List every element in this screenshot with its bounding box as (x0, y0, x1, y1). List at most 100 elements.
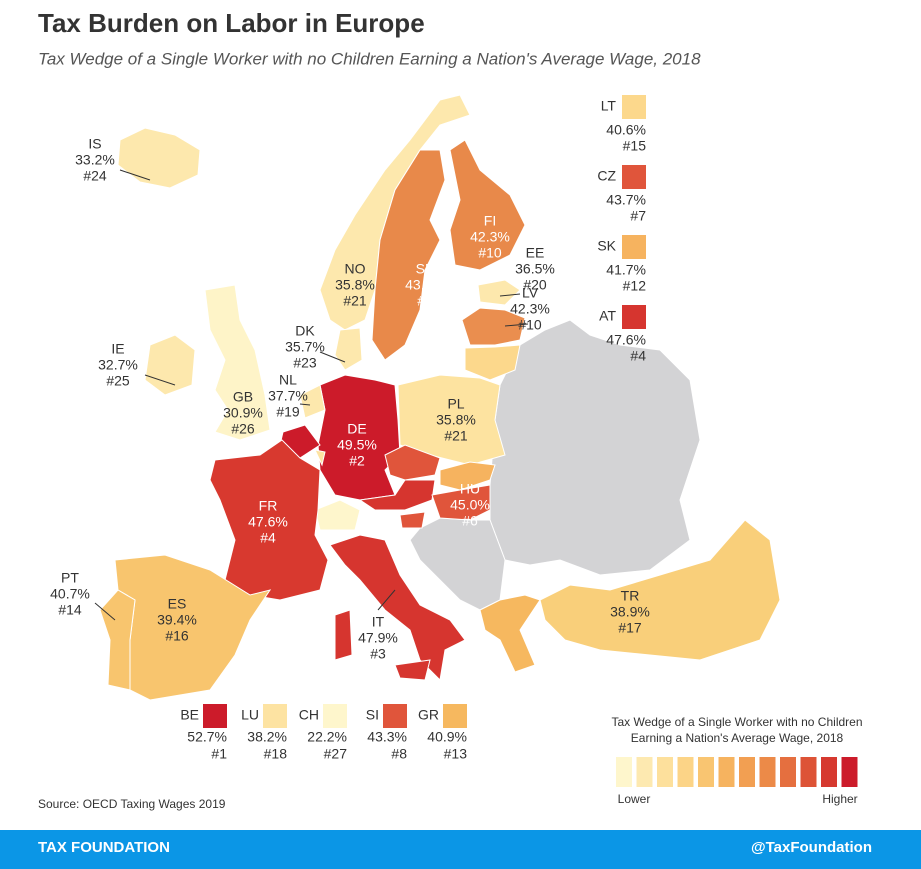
inset-rank: #13 (444, 746, 468, 762)
country-value: 32.7% (98, 357, 138, 373)
inset-swatch (263, 704, 287, 728)
iceland (117, 127, 201, 189)
legend-swatch (780, 757, 796, 787)
country-value: 42.3% (470, 229, 510, 245)
country-code: IE (111, 341, 124, 357)
inset-rank: #15 (623, 138, 647, 154)
country-value: 39.4% (157, 612, 197, 628)
country-value: 33.2% (75, 152, 115, 168)
country-code: SE (416, 261, 435, 277)
country-rank: #4 (260, 530, 276, 546)
country-rank: #17 (618, 620, 642, 636)
country-value: 47.9% (358, 630, 398, 646)
inset-code: LU (241, 707, 259, 723)
inset-rank: #27 (324, 746, 348, 762)
inset-swatch (622, 305, 646, 329)
inset-rank: #7 (630, 208, 646, 224)
country-rank: #10 (518, 317, 542, 333)
country-value: 45.0% (450, 497, 490, 513)
country-rank: #14 (58, 602, 82, 618)
finland (449, 139, 526, 271)
country-rank: #10 (478, 245, 502, 261)
inset-rank: #1 (211, 746, 227, 762)
netherlands (299, 384, 326, 419)
country-code: ES (168, 596, 187, 612)
estonia (477, 279, 521, 306)
country-code: IS (88, 136, 101, 152)
country-value: 35.7% (285, 339, 325, 355)
turkey (539, 519, 781, 661)
legend: Tax Wedge of a Single Worker with no Chi… (611, 715, 862, 806)
denmark (334, 327, 363, 371)
legend-swatch (657, 757, 673, 787)
france (209, 439, 329, 601)
legend-swatch (800, 757, 817, 787)
country-value: 36.5% (515, 261, 555, 277)
legend-title: Tax Wedge of a Single Worker with no Chi… (611, 715, 862, 729)
inset-swatch (622, 165, 646, 189)
non-oecd-balkans (409, 517, 506, 611)
legend-title: Earning a Nation's Average Wage, 2018 (631, 731, 844, 745)
inset-swatch (622, 235, 646, 259)
slovenia (399, 511, 426, 529)
country-value: 30.9% (223, 405, 263, 421)
inset-code: SI (366, 707, 379, 723)
inset-rank: #8 (391, 746, 407, 762)
leader-line (504, 323, 529, 327)
legend-swatch (718, 757, 735, 787)
inset-swatch (622, 95, 646, 119)
country-code: PL (447, 396, 464, 412)
italy (329, 534, 466, 682)
inset-value: 52.7% (187, 729, 227, 745)
subtitle: Tax Wedge of a Single Worker with no Chi… (38, 49, 701, 68)
portugal (99, 589, 136, 691)
country-code: PT (61, 570, 79, 586)
leader-line (119, 169, 151, 181)
country-rank: #26 (231, 421, 255, 437)
insets: LT40.6%#15CZ43.7%#7SK41.7%#12AT47.6%#4BE… (180, 95, 646, 762)
legend-swatch (636, 757, 653, 787)
country-code: NO (345, 261, 366, 277)
legend-swatch (759, 757, 776, 787)
leader-line (319, 351, 346, 363)
inset-swatch (203, 704, 227, 728)
country-rank: #19 (276, 404, 300, 420)
country-code: DE (347, 421, 366, 437)
lithuania (464, 344, 521, 381)
country-rank: #2 (349, 453, 365, 469)
latvia (461, 307, 526, 346)
country-rank: #21 (444, 428, 468, 444)
inset-value: 41.7% (606, 262, 646, 278)
inset-code: CH (299, 707, 319, 723)
country-value: 42.3% (510, 301, 550, 317)
country-rank: #20 (523, 277, 547, 293)
greece (479, 594, 541, 673)
inset-code: LT (601, 98, 617, 114)
inset-code: GR (418, 707, 439, 723)
inset-value: 43.3% (367, 729, 407, 745)
map (94, 94, 781, 701)
legend-high: Higher (822, 792, 857, 806)
inset-value: 43.7% (606, 192, 646, 208)
inset-code: CZ (597, 168, 616, 184)
inset-rank: #12 (623, 278, 647, 294)
source: Source: OECD Taxing Wages 2019 (38, 797, 226, 811)
inset-value: 40.9% (427, 729, 467, 745)
hungary (431, 484, 491, 521)
inset-value: 38.2% (247, 729, 287, 745)
country-value: 38.9% (610, 604, 650, 620)
country-value: 43.1% (405, 277, 445, 293)
country-rank: #23 (293, 355, 317, 371)
footer-handle: @TaxFoundation (751, 839, 872, 856)
inset-swatch (323, 704, 347, 728)
legend-swatch (841, 757, 858, 787)
non-oecd-east (489, 319, 701, 576)
switzerland (314, 499, 361, 531)
sicily (394, 659, 431, 681)
country-rank: #25 (106, 373, 130, 389)
slovakia (439, 461, 496, 491)
country-rank: #9 (417, 293, 433, 309)
inset-rank: #4 (630, 348, 646, 364)
